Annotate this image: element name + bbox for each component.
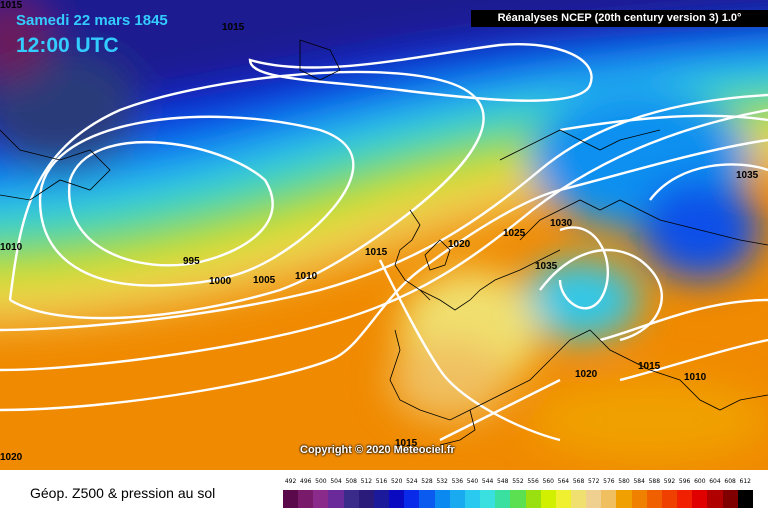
isobar-lines: [0, 43, 768, 442]
scale-swatch: [707, 490, 723, 508]
isobar-label: 1010: [295, 271, 318, 282]
scale-swatch: [343, 490, 359, 508]
scale-swatch: [313, 490, 329, 508]
scale-swatch: [525, 490, 541, 508]
isobar-label: 1035: [736, 170, 759, 181]
weather-map: 1015 1035 1030 1025 1020 1035 1015 995 1…: [0, 0, 768, 470]
scale-value: 548: [497, 478, 509, 485]
color-scale-legend: 492 496 500 504 508 512 516 520 524 528 532 536 540 5…: [283, 478, 753, 508]
scale-swatch: [540, 490, 556, 508]
scale-value: 552: [512, 478, 524, 485]
scale-value: 560: [542, 478, 554, 485]
geopotential-field: [0, 0, 768, 470]
scale-swatch: [283, 490, 299, 508]
scale-value: 492: [284, 478, 297, 485]
copyright-label: Copyright © 2020 Meteociel.fr: [300, 444, 455, 456]
footer-title: Géop. Z500 & pression au sol: [30, 485, 216, 501]
isobar-label: 1005: [253, 275, 276, 286]
scale-value: 584: [633, 478, 645, 485]
scale-swatch: [298, 490, 314, 508]
isobar-label: 1015: [395, 438, 418, 449]
scale-swatch: [373, 490, 390, 508]
scale-value: 612: [739, 478, 751, 485]
isobar-label: 1010: [0, 242, 23, 253]
isobar-label: 1015: [222, 22, 245, 33]
scale-swatch: [389, 490, 405, 508]
source-label: Réanalyses NCEP (20th century version 3)…: [497, 12, 742, 24]
scale-swatch: [449, 490, 465, 508]
scale-swatch: [404, 490, 420, 508]
isobar-label: 995: [183, 256, 200, 267]
isobar-label: 1020: [0, 452, 23, 463]
isobar-label: 1035: [535, 261, 558, 272]
scale-value: 504: [330, 478, 342, 485]
scale-swatch: [570, 490, 587, 508]
scale-value: 520: [390, 478, 403, 485]
scale-value: 564: [557, 478, 570, 485]
scale-swatch: [722, 490, 738, 508]
scale-swatch: [495, 490, 511, 508]
date-label: Samedi 22 mars 1845: [16, 12, 168, 29]
scale-value: 588: [648, 478, 661, 485]
scale-value: 532: [436, 478, 448, 485]
scale-value: 528: [421, 478, 433, 485]
scale-swatch: [631, 490, 647, 508]
scale-value: 568: [572, 478, 585, 485]
scale-swatch: [434, 490, 450, 508]
scale-swatch: [616, 490, 632, 508]
scale-value: 596: [678, 478, 691, 485]
scale-value: 536: [451, 478, 464, 485]
scale-value: 524: [406, 478, 418, 485]
scale-swatch: [358, 490, 374, 508]
scale-swatch: [692, 490, 708, 508]
isobar-label: 1020: [448, 239, 471, 250]
time-label: 12:00 UTC: [16, 34, 119, 57]
scale-swatch: [464, 490, 481, 508]
scale-value: 500: [315, 478, 327, 485]
isobar-label: 1015: [638, 361, 661, 372]
scale-labels: 492 496 500 504 508 512 516 520 524 528 532 536 540 5…: [283, 478, 753, 488]
scale-value: 580: [618, 478, 630, 485]
scale-value: 604: [709, 478, 721, 485]
isobar-label: 1030: [550, 218, 573, 229]
scale-swatch: [510, 490, 526, 508]
scale-value: 592: [663, 478, 676, 485]
scale-value: 556: [527, 478, 539, 485]
isobar-label: 1015: [0, 0, 23, 11]
scale-value: 512: [360, 478, 373, 485]
scale-bar: [283, 490, 753, 508]
scale-value: 544: [481, 478, 494, 485]
scale-swatch: [737, 490, 753, 508]
scale-value: 572: [587, 478, 600, 485]
scale-swatch: [555, 490, 571, 508]
isobar-label: 1000: [209, 276, 232, 287]
scale-swatch: [661, 490, 678, 508]
scale-value: 496: [300, 478, 312, 485]
scale-swatch: [601, 490, 617, 508]
scale-value: 508: [345, 478, 357, 485]
coastlines: [0, 39, 768, 446]
scale-swatch: [328, 490, 344, 508]
scale-value: 516: [375, 478, 388, 485]
scale-value: 600: [694, 478, 706, 485]
scale-swatch: [677, 490, 693, 508]
isobar-label: 1010: [684, 372, 707, 383]
scale-swatch: [646, 490, 662, 508]
scale-swatch: [586, 490, 602, 508]
source-banner: Réanalyses NCEP (20th century version 3)…: [471, 10, 768, 27]
isobar-label: 1015: [365, 247, 388, 258]
scale-value: 540: [466, 478, 479, 485]
scale-value: 608: [724, 478, 736, 485]
scale-swatch: [480, 490, 496, 508]
isobar-label: 1020: [575, 369, 598, 380]
scale-swatch: [419, 490, 435, 508]
isobar-label: 1025: [503, 228, 526, 239]
scale-value: 576: [603, 478, 615, 485]
